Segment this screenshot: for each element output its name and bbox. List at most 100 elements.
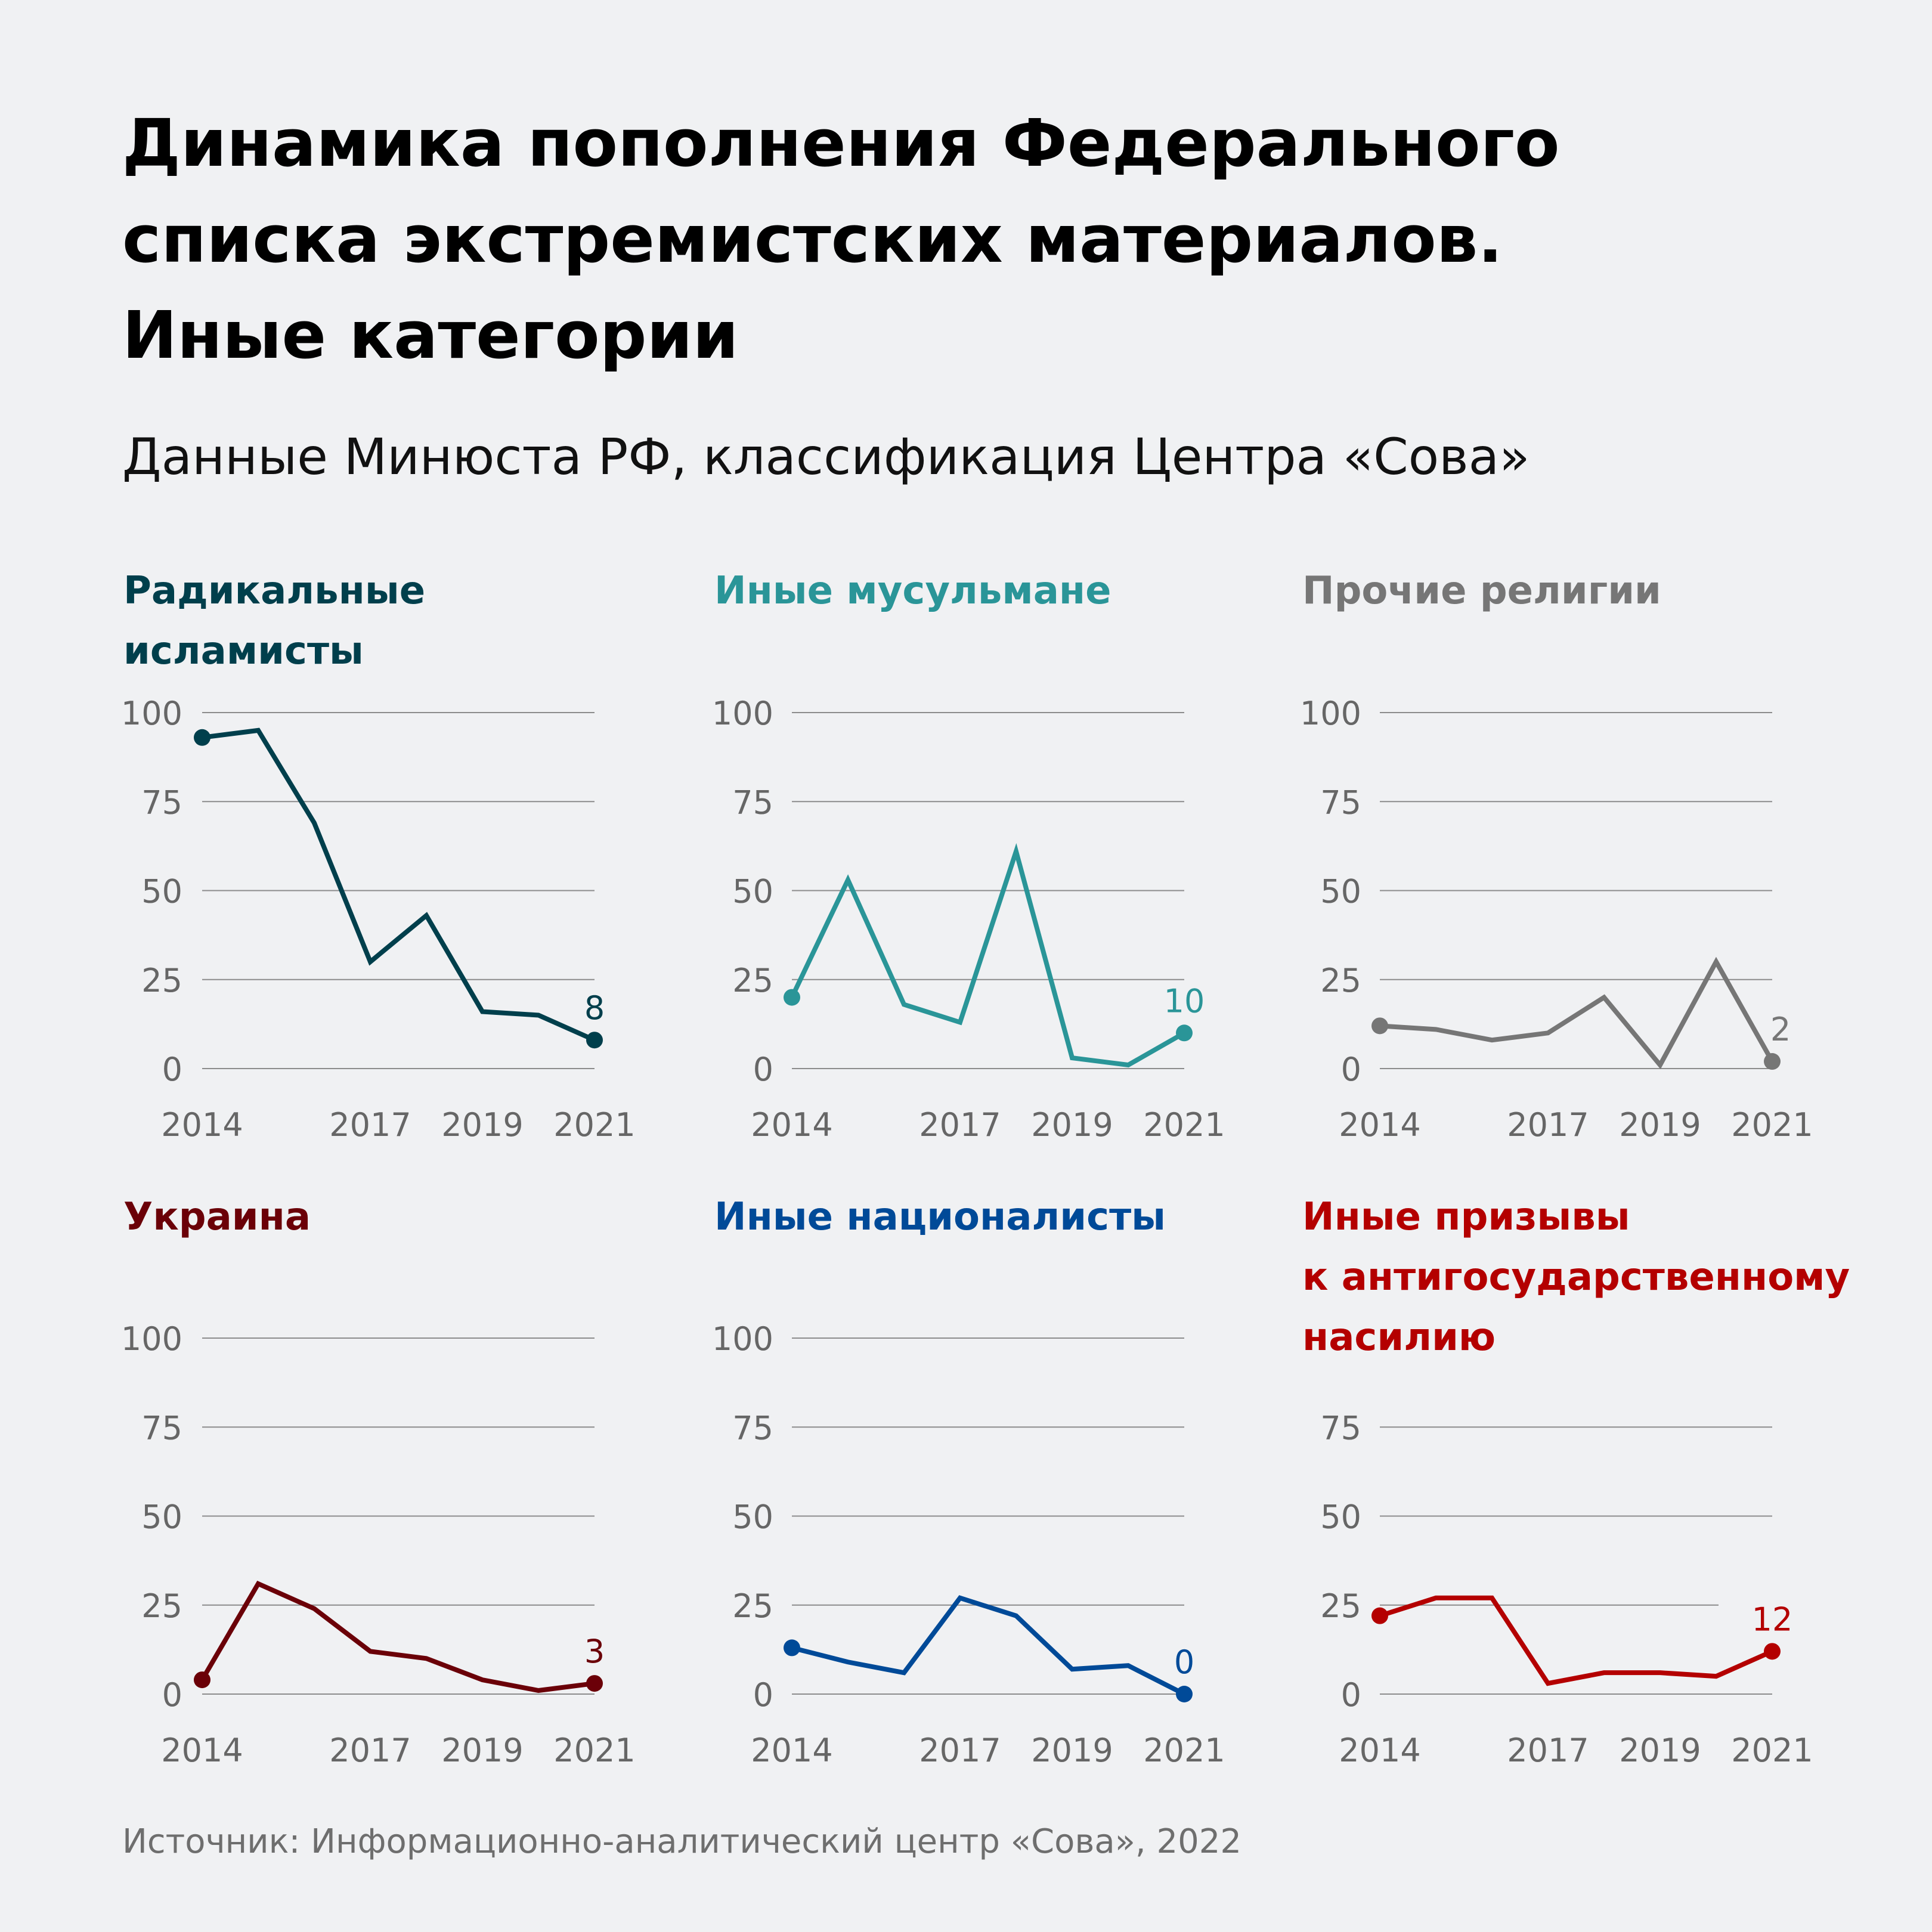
x-tick-label: 2021 [1731, 1106, 1813, 1144]
end-value-label: 8 [584, 989, 605, 1027]
data-point [536, 1688, 541, 1693]
x-tick-label: 2019 [1031, 1106, 1113, 1144]
y-tick-label: 0 [753, 1051, 773, 1088]
x-tick-label: 2017 [1507, 1732, 1589, 1769]
panel-title-line: Иные мусульмане [714, 569, 1111, 613]
data-point [1490, 1038, 1494, 1042]
x-tick-label: 2019 [441, 1106, 523, 1144]
source-note: Источник: Информационно-аналитический це… [122, 1822, 1242, 1861]
end-point-dot [1764, 1643, 1781, 1660]
x-tick-label: 2014 [161, 1106, 243, 1144]
data-point [368, 1649, 373, 1654]
start-point-dot [194, 1671, 210, 1689]
series-line [789, 843, 1185, 1068]
data-point [846, 1659, 850, 1664]
panel-title-line: Украина [123, 1195, 311, 1239]
y-tick-label: 0 [162, 1051, 182, 1088]
data-point [902, 1670, 906, 1675]
start-point-dot [194, 729, 210, 746]
data-point [256, 1581, 261, 1586]
y-tick-label: 100 [712, 1320, 773, 1358]
panel-title-line: Иные националисты [714, 1195, 1166, 1239]
data-point [1546, 1030, 1550, 1035]
y-tick-label: 25 [1320, 962, 1361, 999]
y-tick-label: 100 [712, 695, 773, 732]
panel-title: Радикальные исламисты [123, 569, 425, 673]
series-line [1379, 1595, 1773, 1686]
end-point-dot [586, 1675, 603, 1692]
chart-panel: Прочие религии 0 25 50 75 100 2014 2017 2019 2021… [1300, 569, 1813, 1144]
y-tick-label: 50 [732, 873, 773, 911]
data-point [958, 1596, 962, 1600]
data-point [1658, 1670, 1662, 1675]
y-tick-label: 100 [1300, 695, 1361, 732]
x-tick-label: 2019 [1031, 1732, 1113, 1769]
chart-panel: Иные призывы к антигосударственному насили… [1302, 1195, 1850, 1769]
x-tick-label: 2014 [161, 1732, 243, 1769]
y-tick-label: 75 [1320, 784, 1361, 821]
x-tick-label: 2021 [1143, 1732, 1225, 1769]
data-point [1433, 1027, 1438, 1032]
x-tick-label: 2019 [441, 1732, 523, 1769]
data-point [958, 1020, 962, 1024]
x-tick-label: 2019 [1619, 1106, 1701, 1144]
y-tick-label: 75 [141, 1409, 182, 1447]
x-tick-label: 2014 [1339, 1732, 1420, 1769]
x-tick-label: 2017 [919, 1732, 1001, 1769]
x-tick-label: 2017 [1507, 1106, 1589, 1144]
data-point [846, 878, 850, 883]
data-point [1602, 1670, 1606, 1675]
end-point-dot [1176, 1686, 1193, 1702]
panel-title-line: исламисты [123, 629, 364, 673]
y-tick-label: 0 [1341, 1676, 1361, 1714]
data-point [1126, 1063, 1131, 1067]
data-point [424, 1656, 429, 1661]
data-point [1070, 1055, 1075, 1060]
data-point [312, 1606, 317, 1611]
x-tick-label: 2017 [919, 1106, 1001, 1144]
y-tick-label: 50 [732, 1498, 773, 1536]
y-tick-label: 25 [141, 962, 182, 999]
y-tick-label: 50 [141, 873, 182, 911]
panel-title: Иные мусульмане [714, 569, 1111, 613]
data-point [1490, 1596, 1494, 1600]
panel-title-line: Прочие религии [1302, 569, 1661, 613]
panel-title-line: Иные призывы [1302, 1195, 1630, 1239]
panel-title: Иные призывы к антигосударственному насили… [1302, 1195, 1850, 1360]
series-line [1379, 956, 1775, 1070]
end-value-label: 3 [584, 1633, 605, 1670]
data-point [1714, 959, 1719, 964]
start-point-dot [784, 1639, 800, 1657]
y-tick-label: 25 [732, 1587, 773, 1625]
x-tick-label: 2021 [1143, 1106, 1225, 1144]
x-tick-label: 2019 [1619, 1732, 1701, 1769]
x-tick-label: 2021 [1731, 1732, 1813, 1769]
y-tick-label: 25 [141, 1587, 182, 1625]
y-tick-label: 0 [753, 1676, 773, 1714]
start-point-dot [784, 989, 800, 1006]
y-tick-label: 75 [1320, 1409, 1361, 1447]
end-value-label: 2 [1770, 1011, 1791, 1048]
chart-panel: Украина 0 25 50 75 100 2014 2017 2019 2021 3 [121, 1195, 636, 1769]
y-tick-label: 75 [732, 1409, 773, 1447]
data-point [1433, 1596, 1438, 1600]
series-line [202, 727, 596, 1042]
end-point-dot [1176, 1024, 1193, 1042]
panel-title-line: Радикальные [123, 569, 425, 613]
series-line [200, 1580, 595, 1693]
title-line: Динамика пополнения Федерального [122, 105, 1560, 181]
data-point [1602, 995, 1606, 1000]
start-point-dot [1371, 1017, 1388, 1035]
y-tick-label: 25 [1320, 1587, 1361, 1625]
data-point [1014, 849, 1018, 854]
panel-title: Иные националисты [714, 1195, 1166, 1239]
end-point-dot [1764, 1053, 1781, 1070]
data-point [480, 1677, 485, 1682]
panel-title: Прочие религии [1302, 569, 1661, 613]
y-tick-label: 100 [121, 1320, 182, 1358]
data-point [536, 1013, 541, 1017]
y-tick-label: 75 [141, 784, 182, 821]
data-point [1714, 1674, 1719, 1679]
subtitle: Данные Минюста РФ, классификация Центра … [122, 428, 1530, 486]
data-point [256, 728, 261, 733]
